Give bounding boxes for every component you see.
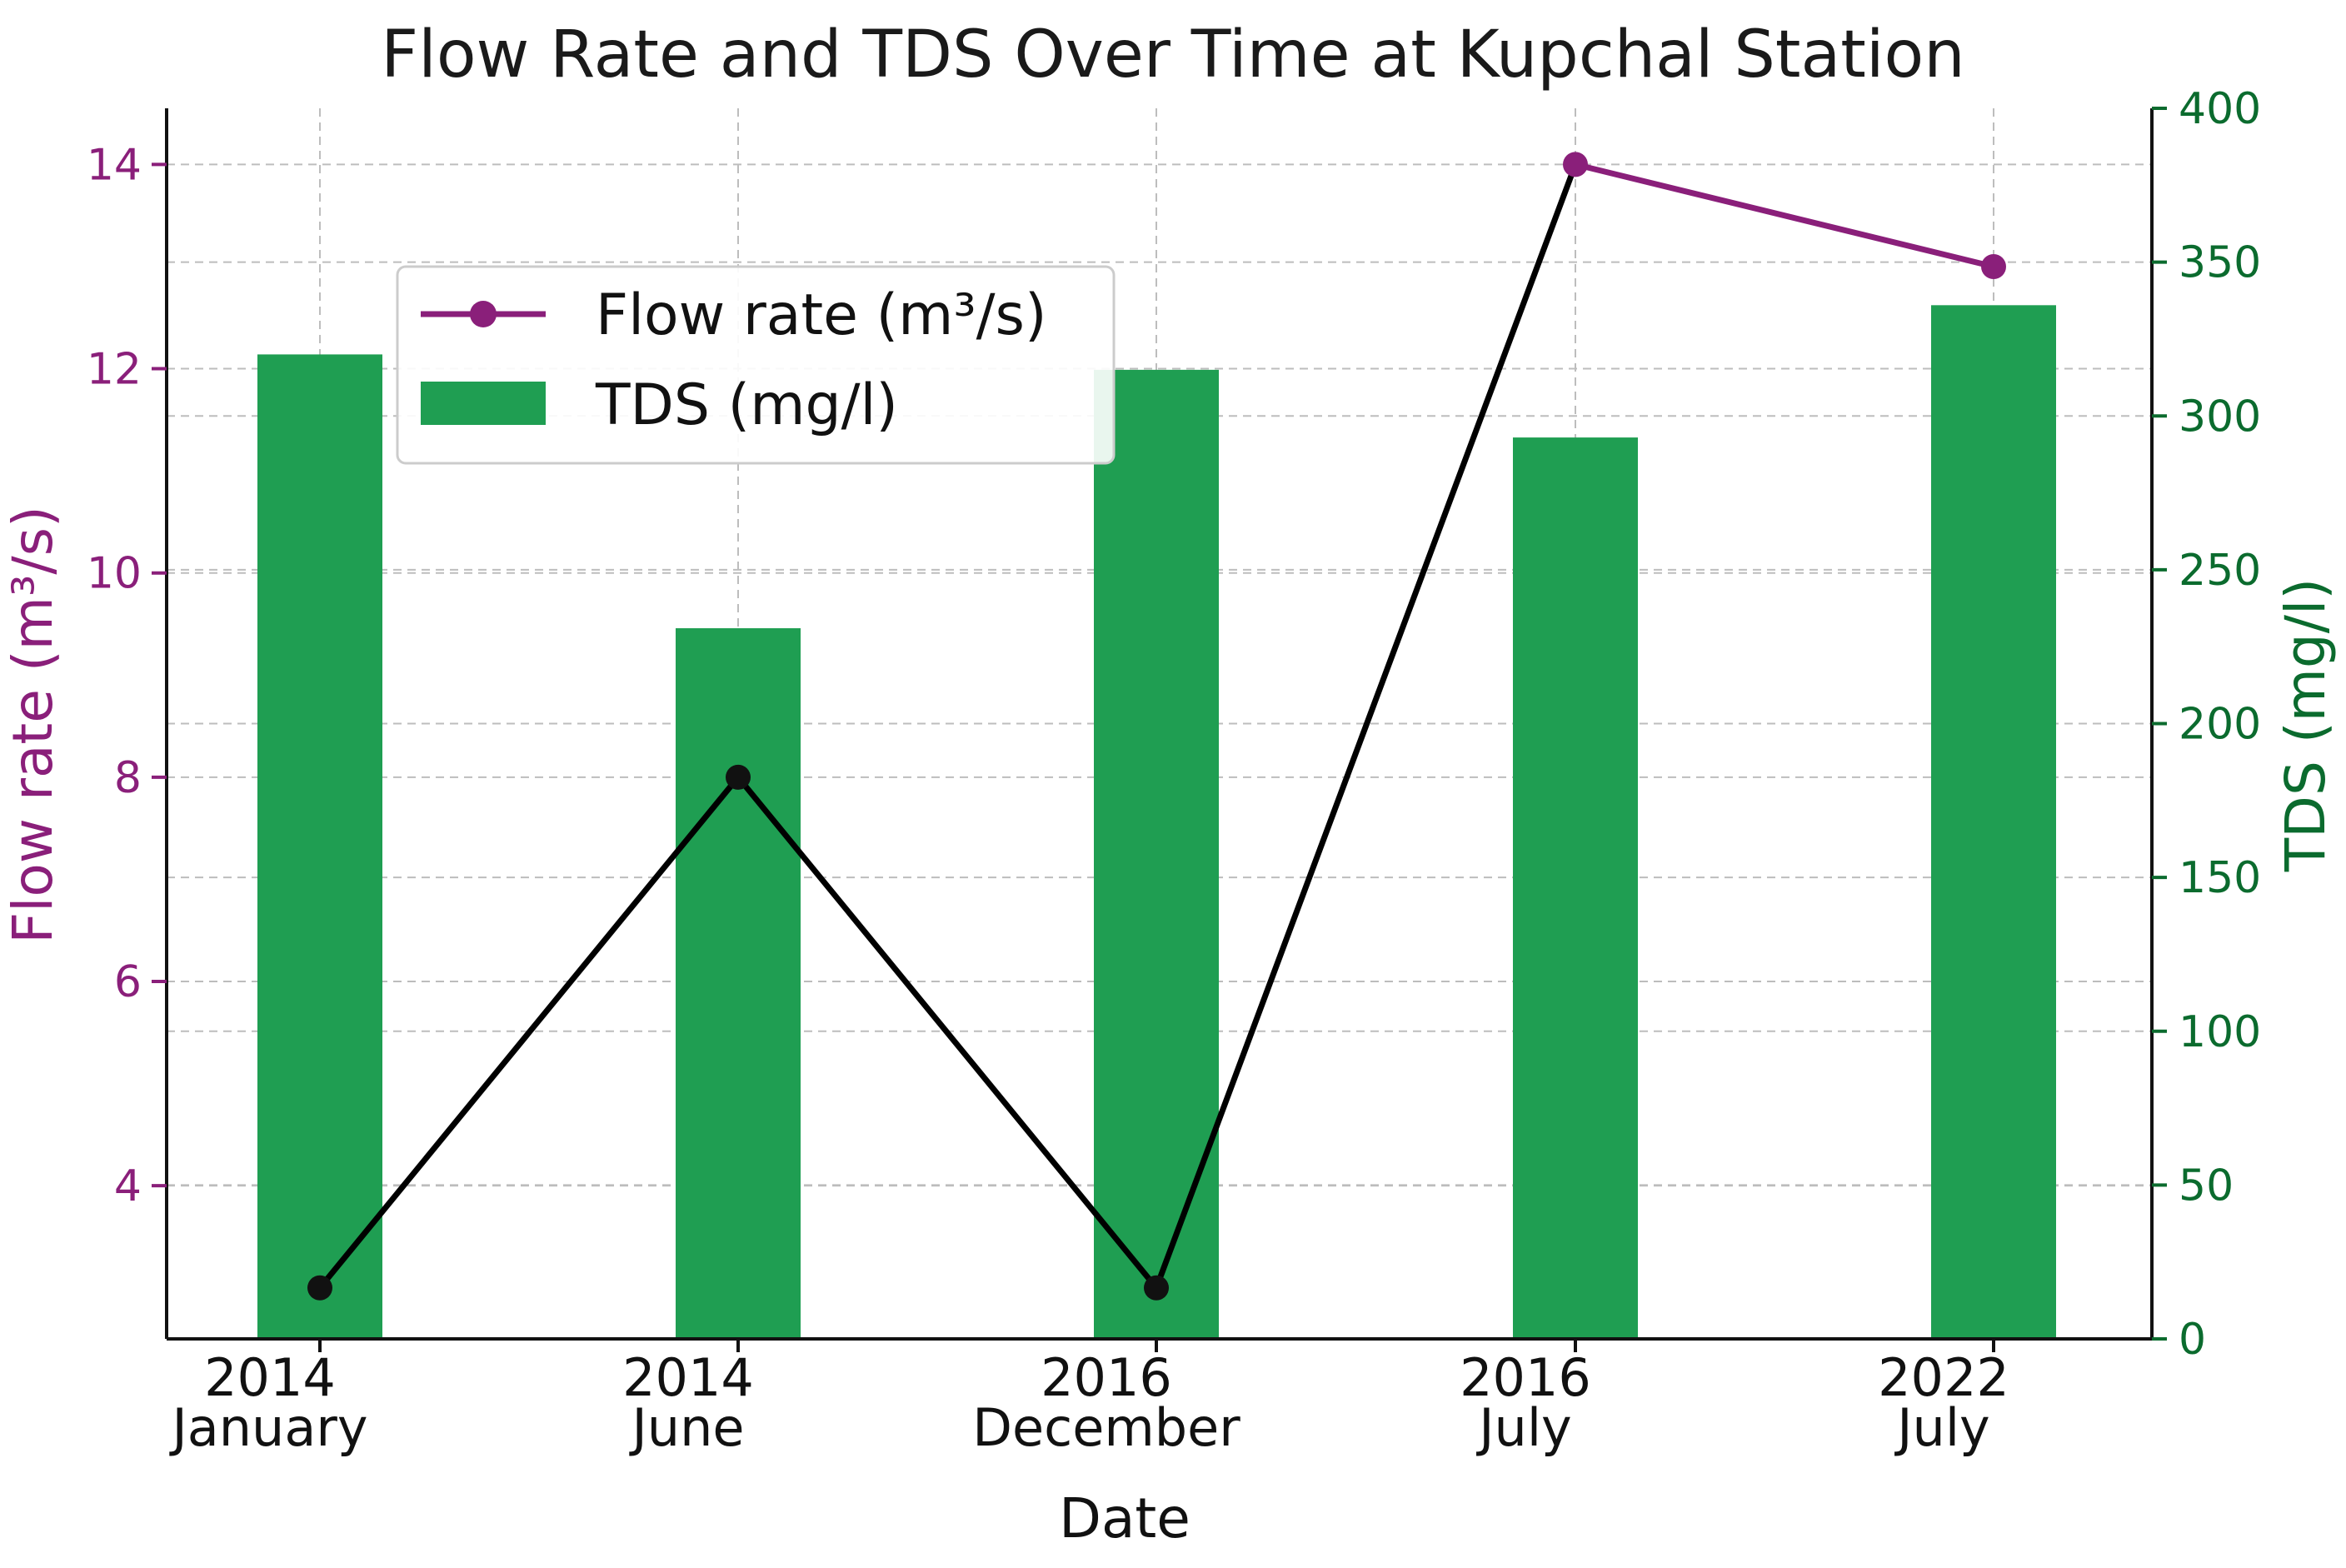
right-tick-label-8: 400 [2179,84,2261,134]
right-axis-ticks: 0 50 100 150 200 250 300 350 400 [2152,84,2261,1365]
x-tick-month-0: January [168,1397,367,1458]
flow-point-1 [726,764,751,790]
left-tick-label-0: 4 [114,1161,142,1211]
flow-segment-0 [317,774,741,1291]
legend-box [396,265,1116,465]
x-tick-year-3: 2016 [1460,1347,1591,1408]
tds-bar-2 [1094,369,1219,1339]
right-tick-label-0: 0 [2179,1315,2206,1365]
flow-segment-3 [1572,161,1997,270]
tds-bars [257,305,2056,1340]
tds-bar-4 [1931,305,2056,1339]
x-tick-year-4: 2022 [1878,1347,2009,1408]
right-tick-label-6: 300 [2179,392,2261,442]
flow-point-3 [1563,152,1588,177]
x-tick-month-1: June [628,1397,744,1458]
legend: Flow rate (m³/s) TDS (mg/l) [396,265,1116,465]
right-tick-label-2: 100 [2179,1007,2261,1057]
chart-title: Flow Rate and TDS Over Time at Kupchal S… [381,17,1964,92]
flow-point-0 [307,1275,332,1301]
flow-rate-line [307,152,2006,1301]
flow-point-4 [1981,253,2006,279]
flow-point-2 [1144,1275,1169,1301]
legend-label-flow-rate: Flow rate (m³/s) [596,282,1046,348]
flow-segment-1 [735,774,1160,1291]
legend-label-tds: TDS (mg/l) [595,372,898,438]
tds-bar-0 [257,354,382,1339]
x-axis-ticks: 2014January2014June2016December2016July2… [168,1339,2009,1458]
x-tick-year-2: 2016 [1041,1347,1172,1408]
legend-bar-swatch [421,382,546,425]
flow-segment-2 [1153,161,1579,1291]
right-tick-label-4: 200 [2179,700,2261,750]
x-axis-label: Date [1059,1486,1190,1551]
left-tick-label-5: 14 [87,140,142,190]
tds-bar-3 [1513,437,1638,1340]
left-tick-label-2: 8 [114,753,142,803]
right-tick-label-1: 50 [2179,1161,2234,1211]
left-tick-label-4: 12 [87,345,142,395]
left-axis-ticks: 4 6 8 10 12 14 [87,140,167,1211]
right-tick-label-3: 150 [2179,853,2261,903]
left-axis-label: Flow rate (m³/s) [1,506,65,944]
x-tick-year-0: 2014 [204,1347,336,1408]
x-tick-year-1: 2014 [622,1347,754,1408]
tds-bar-1 [676,628,801,1339]
right-tick-label-7: 350 [2179,238,2261,288]
legend-line-marker [470,301,497,327]
right-axis-label: TDS (mg/l) [2274,578,2338,872]
x-tick-month-2: December [972,1397,1240,1458]
left-tick-label-1: 6 [114,957,142,1007]
left-tick-label-3: 10 [87,549,142,599]
right-tick-label-5: 250 [2179,546,2261,596]
x-tick-month-3: July [1475,1397,1572,1458]
x-tick-month-4: July [1894,1397,1990,1458]
